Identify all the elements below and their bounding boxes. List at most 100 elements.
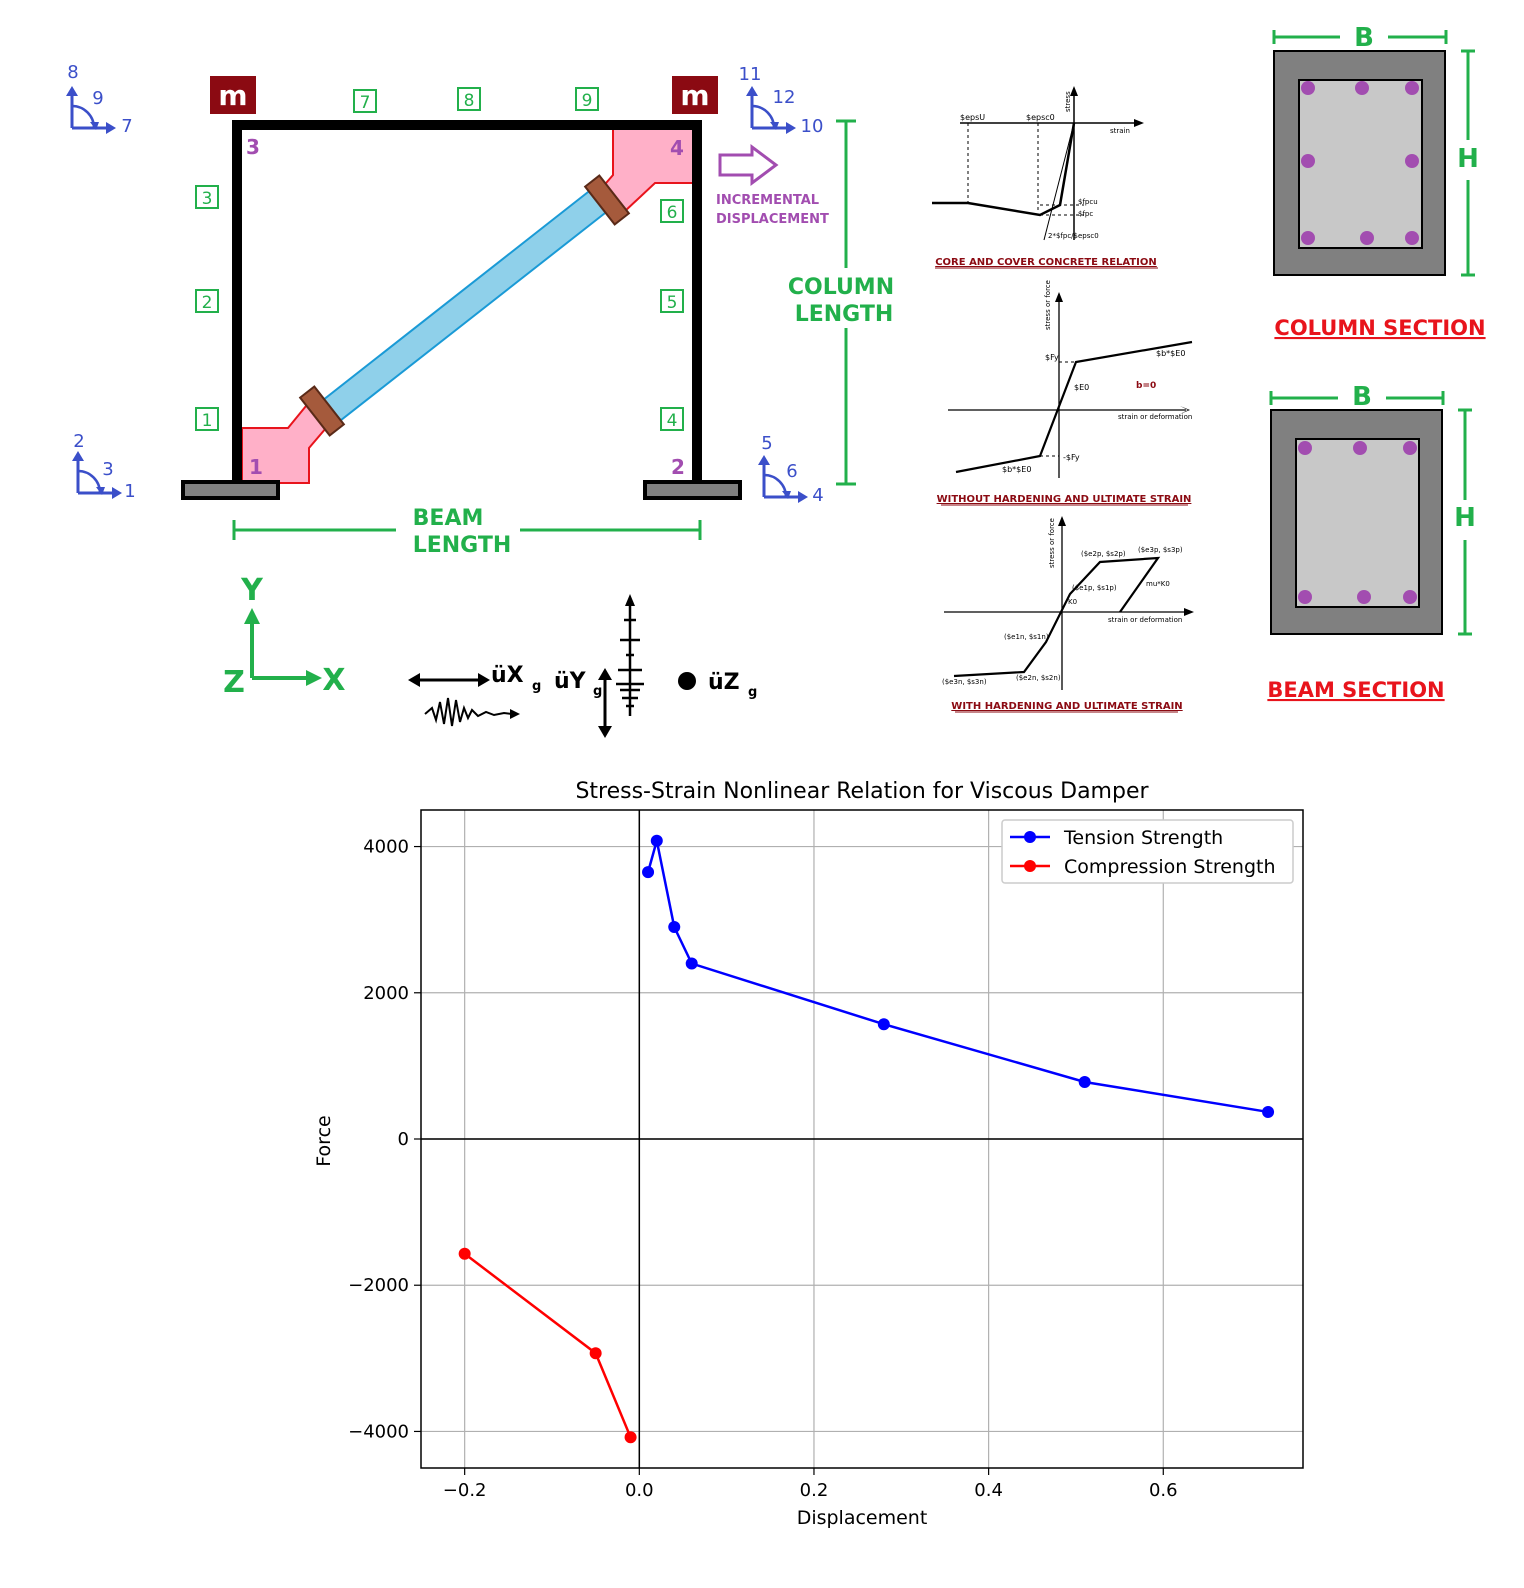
svg-text:6: 6 [786, 461, 797, 482]
element-label-2: 2 [202, 293, 213, 313]
incremental-displacement-arrow [718, 144, 779, 186]
series-point-0 [642, 866, 655, 879]
svg-text:($e2p, $s2p): ($e2p, $s2p) [1081, 550, 1126, 558]
svg-text:12: 12 [773, 87, 796, 108]
element-labels [195, 87, 684, 431]
svg-text:stress or force: stress or force [1044, 280, 1052, 330]
mass-block-left [210, 76, 256, 114]
series-point-0 [685, 957, 698, 970]
svg-text:($e3p, $s3p): ($e3p, $s3p) [1138, 546, 1183, 554]
dof-symbol-node-1: 2 3 1 [72, 431, 136, 502]
series-point-0 [1078, 1075, 1091, 1088]
y-tick-label: −4000 [348, 1421, 409, 1442]
svg-text:2*$fpc/$epsc0: 2*$fpc/$epsc0 [1048, 232, 1099, 240]
svg-text:g: g [748, 685, 757, 700]
legend-label: Compression Strength [1064, 856, 1276, 878]
legend-label: Tension Strength [1063, 827, 1223, 849]
column-section-title: COLUMN SECTION [1274, 316, 1485, 340]
series-point-1 [624, 1431, 637, 1444]
steel-no-hardening-title: WITHOUT HARDENING AND ULTIMATE STRAIN [937, 494, 1192, 505]
displacement-label: DISPLACEMENT [716, 212, 829, 227]
svg-text:5: 5 [761, 433, 772, 454]
beam-length-label-1: BEAM [413, 506, 484, 531]
beam-length-dimension [232, 520, 702, 540]
y-tick-label: 4000 [363, 837, 409, 858]
svg-text:11: 11 [739, 64, 762, 85]
svg-text:9: 9 [92, 88, 103, 109]
dof-symbol-node-3: 8 9 7 [66, 62, 133, 137]
ground-motion-y: üY g [554, 594, 644, 738]
svg-text:stress: stress [1064, 91, 1072, 112]
steel-hardening-panel: stress or force ($e2p, $s2p) ($e3p, $s3p… [942, 516, 1194, 713]
node-label-4: 4 [670, 136, 684, 160]
svg-text:strain or deformation: strain or deformation [1118, 413, 1192, 421]
svg-text:g: g [593, 684, 602, 699]
concrete-panel-title: CORE AND COVER CONCRETE RELATION [935, 257, 1157, 268]
series-point-0 [650, 834, 663, 847]
chart-title: Stress-Strain Nonlinear Relation for Vis… [575, 779, 1149, 804]
svg-text:b=0: b=0 [1136, 381, 1156, 391]
beam-section: B H BEAM SECTION [1267, 382, 1476, 702]
svg-text:($e3n, $s3n): ($e3n, $s3n) [942, 678, 987, 686]
element-label-1: 1 [202, 411, 213, 431]
node-label-2: 2 [671, 455, 685, 479]
dof-symbol-node-4: 11 12 10 [739, 64, 824, 137]
beam-section-title: BEAM SECTION [1267, 678, 1444, 702]
steel-hardening-title: WITH HARDENING AND ULTIMATE STRAIN [951, 701, 1182, 712]
column-length-label-2: LENGTH [795, 302, 894, 327]
svg-text:Z: Z [223, 665, 245, 700]
svg-text:4: 4 [812, 485, 823, 506]
chart-legend: Tension Strength Compression Strength [1001, 819, 1294, 884]
mass-block-right [672, 76, 718, 114]
node-label-3: 3 [246, 135, 260, 159]
svg-text:$Fy: $Fy [1045, 353, 1059, 362]
series-point-0 [877, 1018, 890, 1031]
svg-text:stress or force: stress or force [1048, 518, 1056, 568]
element-label-9: 9 [582, 91, 593, 111]
svg-text:strain: strain [1110, 127, 1130, 135]
svg-text:Y: Y [240, 573, 264, 608]
column-section: B H COLUMN SECTION [1272, 23, 1486, 340]
legend-marker [1024, 860, 1036, 872]
svg-text:8: 8 [67, 62, 78, 83]
svg-text:üZ: üZ [708, 670, 740, 695]
svg-text:X: X [322, 663, 345, 698]
damper-chart: Stress-Strain Nonlinear Relation for Vis… [313, 779, 1304, 1529]
svg-text:üY: üY [554, 669, 587, 694]
top-beam [232, 120, 702, 130]
global-axes: Y X Z [223, 573, 345, 700]
svg-text:üX: üX [491, 663, 524, 688]
svg-text:($e2n, $s2n): ($e2n, $s2n) [1016, 674, 1061, 682]
series-point-0 [668, 920, 681, 933]
left-column [232, 120, 242, 483]
svg-text:$epsc0: $epsc0 [1026, 113, 1055, 122]
dof-symbol-node-2: 5 6 4 [758, 433, 824, 506]
legend-marker [1024, 831, 1036, 843]
svg-text:$fpcu: $fpcu [1078, 198, 1098, 206]
column-length-dimension [836, 119, 856, 486]
svg-text:2: 2 [73, 431, 84, 452]
x-tick-label: 0.6 [1149, 1480, 1178, 1501]
concrete-material-panel: $epsU $epsc0 stress strain $fpcu $fpc 2*… [932, 86, 1158, 269]
svg-text:3: 3 [102, 459, 113, 480]
series-point-1 [589, 1347, 602, 1360]
fixed-support-right [643, 480, 742, 500]
frame-diagram: m m 1 2 3 4 1 2 3 4 5 6 7 8 9 [66, 62, 894, 738]
x-tick-label: −0.2 [443, 1480, 487, 1501]
svg-text:7: 7 [121, 116, 132, 137]
element-label-7: 7 [360, 93, 371, 113]
ground-motion-x: üX g [408, 663, 541, 727]
svg-text:B: B [1354, 23, 1374, 53]
element-label-3: 3 [202, 189, 213, 209]
column-length-label-1: COLUMN [788, 275, 894, 300]
ground-motion-z: üZ g [678, 670, 757, 700]
x-tick-label: 0.0 [625, 1480, 654, 1501]
svg-text:g: g [532, 679, 541, 694]
svg-text:mu*K0: mu*K0 [1146, 580, 1170, 588]
svg-text:1: 1 [124, 481, 135, 502]
mass-label-right: m [680, 79, 709, 112]
y-tick-label: 0 [398, 1129, 409, 1150]
y-tick-label: 2000 [363, 983, 409, 1004]
svg-text:strain or deformation: strain or deformation [1108, 616, 1182, 624]
